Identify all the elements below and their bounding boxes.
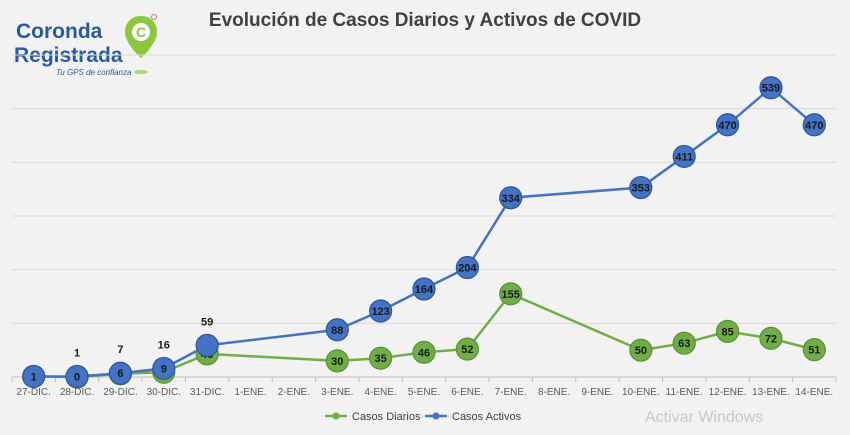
x-tick-label: 11-ENE. bbox=[666, 387, 703, 398]
data-label: 539 bbox=[762, 83, 780, 95]
series-line-casos-activos bbox=[33, 86, 816, 378]
data-point bbox=[22, 364, 46, 389]
data-point bbox=[325, 349, 349, 373]
data-label: 334 bbox=[502, 193, 521, 205]
data-label: 50 bbox=[635, 345, 647, 357]
data-point bbox=[412, 340, 436, 364]
annotation-label: 7 bbox=[117, 344, 123, 356]
data-label: 63 bbox=[678, 338, 690, 350]
pin-letter: C bbox=[136, 24, 146, 40]
annotation-label: 59 bbox=[201, 316, 213, 328]
data-label: 30 bbox=[331, 356, 343, 368]
data-point bbox=[455, 255, 479, 280]
x-tick-label: 5-ENE. bbox=[408, 387, 440, 398]
data-label: 1 bbox=[31, 371, 37, 383]
x-tick-label: 1-ENE. bbox=[234, 387, 266, 398]
x-tick-label: 2-ENE. bbox=[278, 387, 310, 398]
data-label: 9 bbox=[161, 363, 167, 375]
data-point bbox=[65, 364, 89, 389]
legend-swatch-marker bbox=[432, 412, 440, 420]
x-tick-label: 6-ENE. bbox=[451, 387, 483, 398]
x-tick-label: 7-ENE. bbox=[495, 387, 527, 398]
activation-watermark: Activar Windows bbox=[645, 409, 764, 426]
data-label: 52 bbox=[461, 344, 473, 356]
data-point bbox=[369, 299, 393, 323]
data-point bbox=[455, 337, 479, 361]
data-point bbox=[412, 277, 436, 301]
data-point bbox=[802, 113, 826, 137]
data-point bbox=[802, 338, 826, 362]
series-line-casos-diarios bbox=[33, 292, 815, 379]
x-tick-label: 31-DIC. bbox=[190, 387, 224, 398]
chart-title: Evolución de Casos Diarios y Activos de … bbox=[208, 10, 642, 31]
data-label: 0 bbox=[74, 371, 80, 383]
data-point bbox=[629, 338, 653, 362]
x-tick-label: 3-ENE. bbox=[321, 387, 353, 398]
data-label: 51 bbox=[808, 345, 820, 357]
data-label: 35 bbox=[375, 353, 387, 365]
data-point bbox=[325, 318, 349, 342]
data-label: 85 bbox=[721, 326, 733, 338]
legend-label: Casos Diarios bbox=[352, 411, 421, 423]
data-label: 155 bbox=[502, 289, 520, 301]
data-label: 470 bbox=[718, 120, 736, 132]
x-tick-label: 30-DIC. bbox=[147, 387, 181, 398]
location-pin-icon: C bbox=[125, 14, 157, 74]
logo-text-line1: Coronda bbox=[16, 20, 103, 43]
x-tick-label: 14-ENE. bbox=[795, 387, 833, 398]
data-point bbox=[672, 144, 696, 169]
annotation-label: 16 bbox=[158, 339, 170, 351]
x-tick-label: 12-ENE. bbox=[709, 387, 747, 398]
data-label: 6 bbox=[117, 368, 123, 380]
legend-swatch-marker bbox=[332, 412, 340, 420]
data-point bbox=[152, 356, 176, 381]
logo-tagline: Tu GPS de confianza bbox=[56, 68, 132, 77]
x-tick-label: 9-ENE. bbox=[581, 387, 613, 398]
x-tick-label: 8-ENE. bbox=[538, 387, 570, 398]
legend-label: Casos Activos bbox=[452, 411, 522, 423]
data-label: 411 bbox=[675, 151, 693, 163]
data-label: 353 bbox=[632, 183, 650, 195]
data-point bbox=[715, 319, 740, 343]
data-point bbox=[629, 175, 653, 200]
annotation-label: 1 bbox=[74, 347, 80, 359]
x-tick-label: 28-DIC. bbox=[60, 387, 94, 398]
data-label: 123 bbox=[371, 306, 389, 318]
x-tick-label: 29-DIC. bbox=[103, 387, 137, 398]
data-label: 72 bbox=[765, 333, 777, 345]
data-label: 164 bbox=[415, 284, 434, 296]
x-tick-label: 27-DIC. bbox=[16, 387, 50, 398]
x-tick-label: 4-ENE. bbox=[365, 387, 397, 398]
data-point bbox=[715, 113, 740, 137]
x-tick-label: 13-ENE. bbox=[752, 387, 790, 398]
data-label: 88 bbox=[331, 325, 343, 337]
data-point bbox=[672, 331, 696, 355]
x-tick-label: 10-ENE. bbox=[622, 387, 660, 398]
data-label: 470 bbox=[805, 120, 823, 132]
data-label: 46 bbox=[418, 347, 430, 359]
data-point bbox=[369, 346, 393, 370]
data-point bbox=[499, 186, 523, 210]
data-label: 204 bbox=[458, 263, 477, 275]
data-point bbox=[759, 326, 783, 350]
data-point bbox=[108, 361, 133, 385]
data-point bbox=[195, 333, 219, 357]
data-point bbox=[499, 282, 523, 306]
data-point bbox=[759, 76, 783, 100]
